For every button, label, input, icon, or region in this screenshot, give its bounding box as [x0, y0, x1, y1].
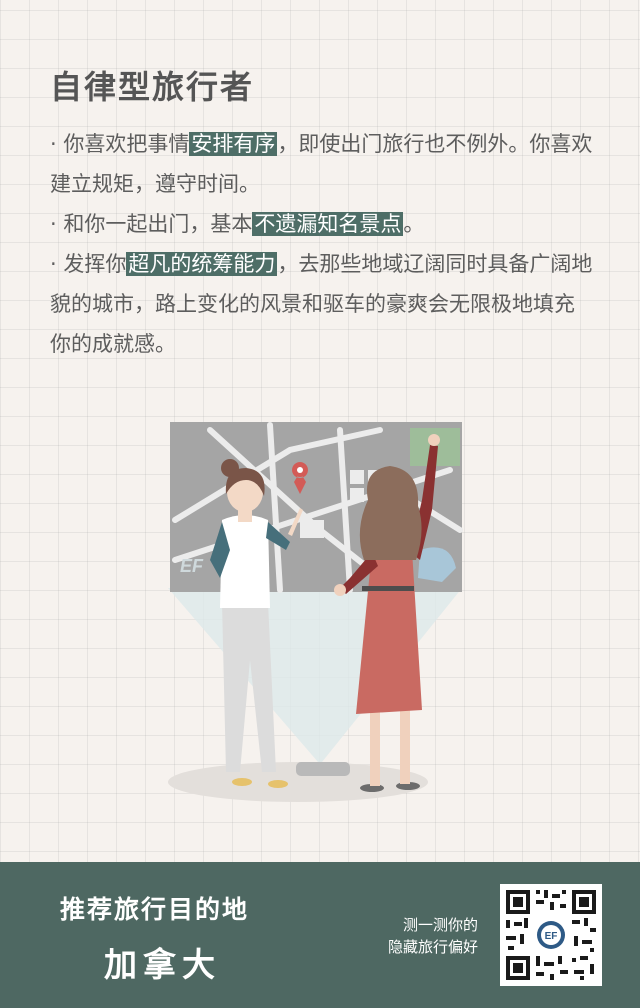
jacket	[220, 515, 270, 608]
bullet: ·	[50, 252, 57, 276]
paragraph-1: · 你喜欢把事情安排有序，即使出门旅行也不例外。你喜欢建立规矩，遵守时间。	[50, 124, 595, 204]
text-segment: 你喜欢把事情	[63, 132, 190, 156]
cta-line-1: 测一测你的	[402, 916, 478, 934]
illustration-travelers-map: EF	[168, 422, 463, 802]
bullet: ·	[50, 132, 57, 156]
ef-logo-icon: EF	[180, 556, 204, 576]
qr-code-icon[interactable]: EF	[500, 884, 602, 986]
text-segment: ，即使出门旅行也不例外。你喜欢建立规矩，遵守时间。	[50, 132, 593, 196]
paragraph-2: · 和你一起出门，基本不遗漏知名景点。	[50, 204, 595, 244]
description: · 你喜欢把事情安排有序，即使出门旅行也不例外。你喜欢建立规矩，遵守时间。 · …	[50, 124, 595, 364]
qr-center-logo: EF	[545, 931, 558, 942]
traveler-right	[334, 434, 440, 792]
map-pin-icon	[292, 462, 309, 494]
paragraph-3: · 发挥你超凡的统筹能力，去那些地域辽阔同时具备广阔地貌的城市，路上变化的风景和…	[50, 244, 595, 364]
highlight-text: 超凡的统筹能力	[126, 252, 278, 276]
text-segment: 和你一起出门，基本	[63, 212, 253, 236]
text-segment: 发挥你	[63, 252, 127, 276]
footer-subtitle: 推荐旅行目的地	[60, 895, 250, 924]
map-water	[418, 547, 456, 582]
text-segment: 。	[403, 212, 425, 236]
hair-long	[359, 466, 422, 560]
destination-name: 加拿大	[104, 945, 221, 984]
projector-base	[296, 762, 350, 776]
footer-banner: 推荐旅行目的地 加拿大 测一测你的 隐藏旅行偏好 EF	[0, 862, 640, 1008]
text-segment: ，去那些地域辽阔同时具备广阔地貌的城市，路上变化的风景和驱车的豪爽会无限极地填充…	[50, 252, 593, 356]
highlight-text: 安排有序	[189, 132, 278, 156]
trousers	[222, 602, 276, 772]
quiz-cta: 测一测你的 隐藏旅行偏好	[368, 914, 478, 958]
page-title: 自律型旅行者	[50, 68, 255, 106]
cta-line-2: 隐藏旅行偏好	[387, 938, 478, 956]
traveler-left	[210, 459, 303, 788]
bullet: ·	[50, 212, 57, 236]
highlight-text: 不遗漏知名景点	[252, 212, 404, 236]
